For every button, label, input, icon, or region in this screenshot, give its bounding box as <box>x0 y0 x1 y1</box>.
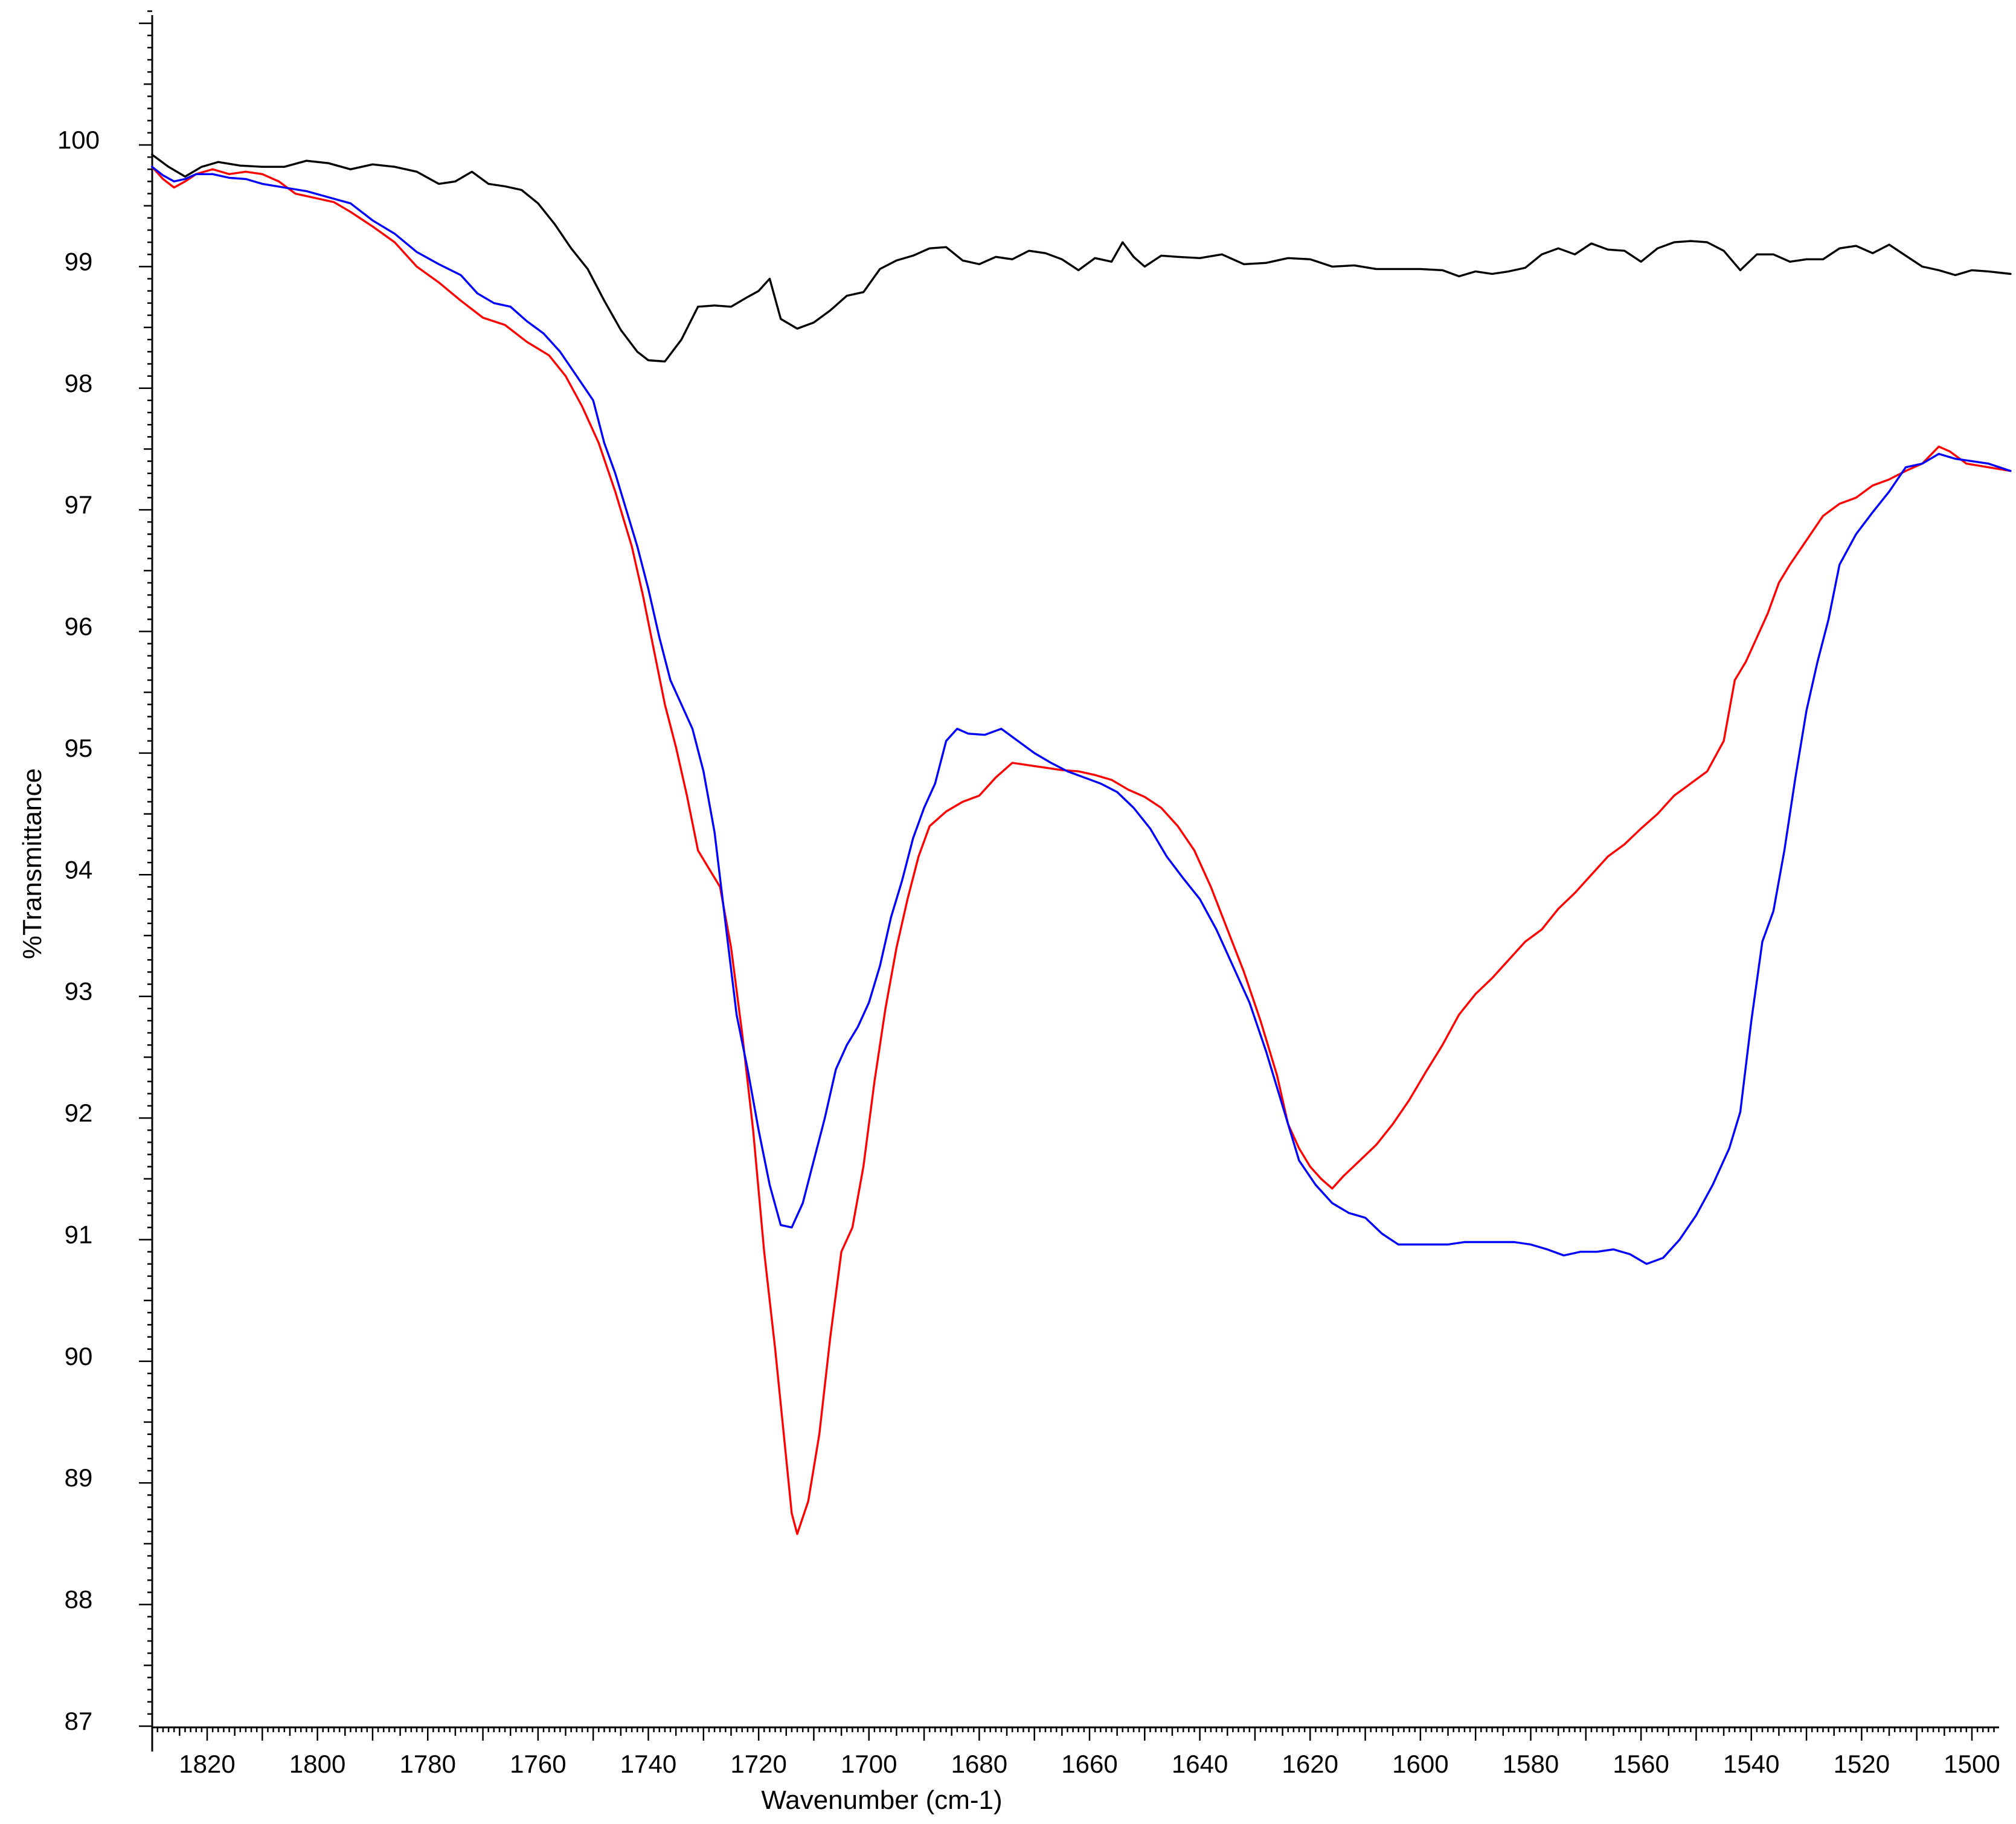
x-tick-label: 1700 <box>841 1750 897 1778</box>
y-tick-label: 94 <box>65 855 93 884</box>
series-line-3 <box>151 165 2012 1265</box>
y-tick-label: 91 <box>65 1220 93 1248</box>
y-ticks: 87 88 89 90 91 92 93 94 95 96 97 98 99 100 <box>57 10 152 1735</box>
x-tick-label: 1740 <box>620 1750 676 1778</box>
y-tick-label: 95 <box>65 734 93 762</box>
y-tick-label: 100 <box>57 126 100 154</box>
x-tick-label: 1660 <box>1061 1750 1117 1778</box>
y-tick-label: 89 <box>65 1463 93 1492</box>
y-tick-label: 99 <box>65 247 93 275</box>
y-tick-label: 93 <box>65 977 93 1006</box>
series-group <box>151 153 2012 1535</box>
x-tick-label: 1500 <box>1944 1750 2000 1778</box>
y-tick-label: 92 <box>65 1099 93 1127</box>
y-tick-label: 97 <box>65 490 93 519</box>
x-tick-label: 1640 <box>1172 1750 1228 1778</box>
y-tick-label: 87 <box>65 1707 93 1735</box>
series-line-1 <box>151 153 2012 363</box>
x-tick-label: 1820 <box>179 1750 235 1778</box>
x-tick-label: 1600 <box>1392 1750 1448 1778</box>
y-tick-label: 90 <box>65 1342 93 1370</box>
y-tick-label: 98 <box>65 369 93 397</box>
x-tick-label: 1720 <box>730 1750 786 1778</box>
x-tick-label: 1800 <box>289 1750 345 1778</box>
y-tick-label: 96 <box>65 612 93 641</box>
axes: 87 88 89 90 91 92 93 94 95 96 97 98 99 100 1820 1800 17… <box>57 10 2000 1778</box>
x-tick-label: 1520 <box>1834 1750 1890 1778</box>
y-axis-title: %Transmittance <box>18 768 47 959</box>
x-tick-label: 1680 <box>951 1750 1007 1778</box>
x-axis-title: Wavenumber (cm-1) <box>761 1785 1002 1815</box>
x-tick-label: 1760 <box>510 1750 566 1778</box>
x-tick-label: 1540 <box>1723 1750 1779 1778</box>
x-tick-label: 1580 <box>1503 1750 1559 1778</box>
x-tick-label: 1560 <box>1613 1750 1669 1778</box>
x-ticks: 1820 1800 1780 1760 1740 1720 1700 1680 1660 1640… <box>156 1727 2000 1778</box>
x-tick-label: 1620 <box>1282 1750 1338 1778</box>
x-tick-label: 1780 <box>400 1750 456 1778</box>
series-line-2 <box>151 165 2012 1535</box>
y-tick-label: 88 <box>65 1585 93 1614</box>
